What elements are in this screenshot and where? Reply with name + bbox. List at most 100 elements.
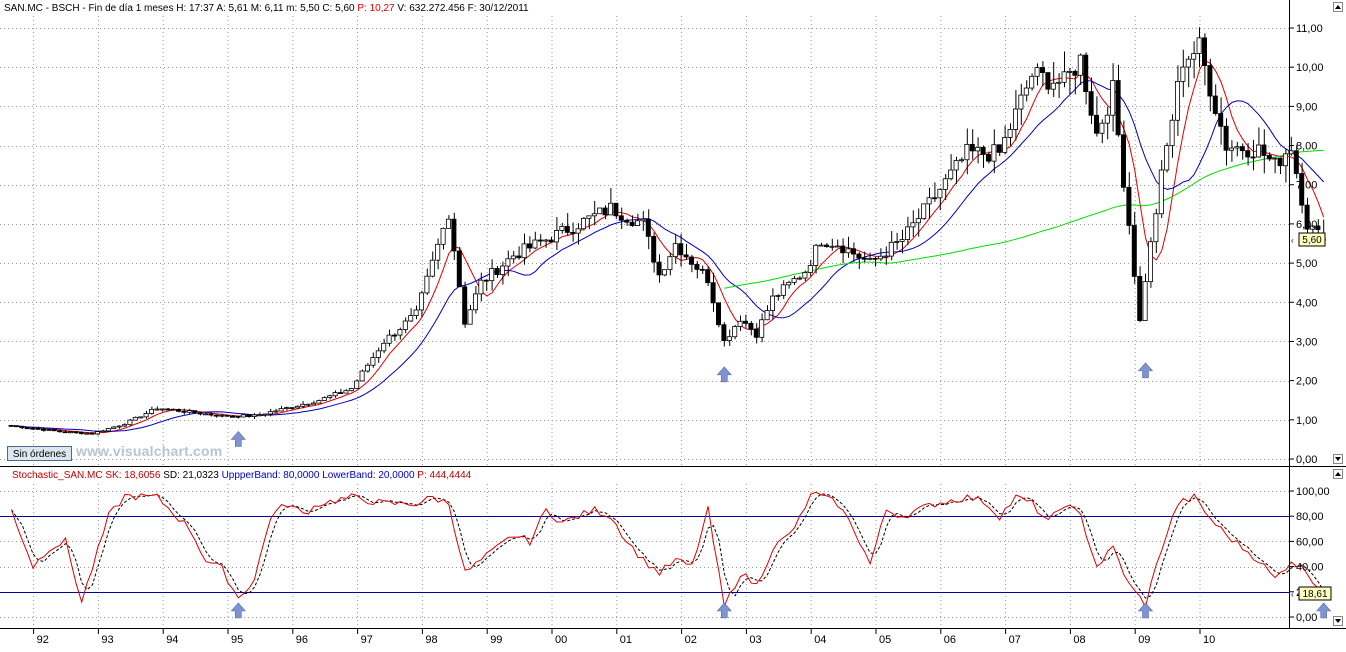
candle-body bbox=[1018, 94, 1024, 110]
candle-body bbox=[959, 159, 965, 162]
legend-item: SD: 21,0323 bbox=[160, 470, 219, 481]
candle-body bbox=[1293, 150, 1299, 174]
candle-body bbox=[640, 218, 646, 222]
legend-item: SK: 18,6056 bbox=[103, 470, 161, 481]
candle-body bbox=[845, 248, 851, 254]
candle-body bbox=[186, 410, 192, 413]
signal-arrows bbox=[230, 362, 1332, 619]
y-tick-label: 8,00 bbox=[1296, 141, 1317, 153]
candle-body bbox=[921, 203, 927, 220]
candle-body bbox=[856, 253, 862, 259]
candle-body bbox=[975, 146, 981, 152]
candle-body bbox=[1131, 225, 1137, 277]
candle-body bbox=[1256, 144, 1262, 158]
candle-body bbox=[635, 220, 641, 226]
candle-body bbox=[294, 405, 300, 409]
candle-body bbox=[364, 364, 370, 372]
legend-item: P: 444,4444 bbox=[415, 470, 472, 481]
candle-body bbox=[1121, 134, 1127, 188]
x-tick-label: 95 bbox=[231, 634, 243, 646]
stoch-scroll-up-button[interactable] bbox=[1333, 469, 1343, 479]
candle-body bbox=[35, 428, 41, 430]
candle-body bbox=[786, 281, 792, 286]
candle-body bbox=[932, 197, 938, 200]
x-tick-label: 07 bbox=[1009, 634, 1021, 646]
candle-body bbox=[537, 239, 543, 242]
candle-body bbox=[926, 197, 932, 205]
x-tick-label: 94 bbox=[166, 634, 178, 646]
y-tick-label: 9,00 bbox=[1296, 101, 1317, 113]
candle-body bbox=[391, 334, 397, 337]
candle-body bbox=[910, 222, 916, 228]
x-tick-label: 97 bbox=[361, 634, 373, 646]
candle-body bbox=[991, 144, 997, 162]
candle-body bbox=[521, 243, 527, 259]
candle-body bbox=[1266, 155, 1272, 160]
candle-body bbox=[721, 324, 727, 341]
candle-body bbox=[824, 244, 830, 247]
x-tick-label: 96 bbox=[296, 634, 308, 646]
candle-body bbox=[1077, 54, 1083, 76]
candle-body bbox=[19, 425, 25, 429]
candle-body bbox=[321, 397, 327, 401]
arrow-up-icon bbox=[230, 602, 246, 619]
stoch-scroll-down-button[interactable] bbox=[1333, 616, 1343, 626]
x-tick-label: 01 bbox=[620, 634, 632, 646]
candle-body bbox=[1288, 150, 1294, 155]
candle-body bbox=[256, 414, 262, 417]
y-tick-label: 80,00 bbox=[1296, 511, 1324, 523]
candle-body bbox=[726, 336, 732, 341]
candle-body bbox=[1310, 225, 1316, 230]
triangle-up-icon bbox=[1335, 472, 1341, 476]
header-field: m: 5,50 bbox=[283, 3, 320, 14]
candle-body bbox=[100, 430, 106, 433]
y-tick-label: 3,00 bbox=[1296, 336, 1317, 348]
candle-body bbox=[656, 261, 662, 276]
candle-body bbox=[499, 265, 505, 275]
candle-body bbox=[775, 294, 781, 297]
candle-body bbox=[791, 278, 797, 283]
candle-body bbox=[435, 243, 441, 261]
candle-body bbox=[861, 257, 867, 260]
candle-body bbox=[278, 408, 284, 412]
candle-body bbox=[1277, 157, 1283, 167]
svg-text:‹: ‹ bbox=[1291, 236, 1294, 245]
y-tick-label: 1,00 bbox=[1296, 415, 1317, 427]
y-tick-label: 11,00 bbox=[1296, 23, 1323, 35]
candle-body bbox=[797, 277, 803, 280]
candle-body bbox=[494, 268, 500, 275]
candle-body bbox=[267, 411, 273, 415]
candle-body bbox=[554, 230, 560, 243]
watermark: www.visualchart.com bbox=[76, 443, 223, 459]
candle-body bbox=[753, 328, 759, 338]
candle-body bbox=[332, 392, 338, 397]
candle-body bbox=[1110, 80, 1116, 116]
candle-body bbox=[683, 254, 689, 258]
candle-body bbox=[1234, 146, 1240, 149]
candle-body bbox=[1040, 67, 1046, 73]
candle-body bbox=[440, 227, 446, 245]
candle-body bbox=[354, 380, 360, 389]
candle-body bbox=[705, 269, 711, 284]
candle-body bbox=[246, 414, 252, 417]
arrow-up-icon bbox=[716, 602, 732, 619]
legend-item: Stochastic_SAN.MC bbox=[12, 470, 103, 481]
arrow-up-icon bbox=[1137, 362, 1154, 379]
candle-body bbox=[624, 219, 630, 223]
candle-body bbox=[1212, 95, 1218, 114]
header-field: V: 632.272.456 bbox=[395, 3, 466, 14]
candle-body bbox=[1034, 67, 1040, 77]
price-scroll-down-button[interactable] bbox=[1333, 454, 1343, 464]
candle-body bbox=[732, 326, 738, 338]
candle-body bbox=[980, 146, 986, 155]
candle-body bbox=[24, 427, 30, 430]
candle-body bbox=[1115, 80, 1121, 136]
price-scroll-up-button[interactable] bbox=[1333, 2, 1343, 12]
candle-body bbox=[948, 169, 954, 180]
x-tick-label: 10 bbox=[1203, 634, 1215, 646]
candlestick-series bbox=[8, 27, 1326, 436]
candle-body bbox=[402, 320, 408, 330]
orders-button[interactable]: Sin órdenes bbox=[7, 446, 72, 461]
